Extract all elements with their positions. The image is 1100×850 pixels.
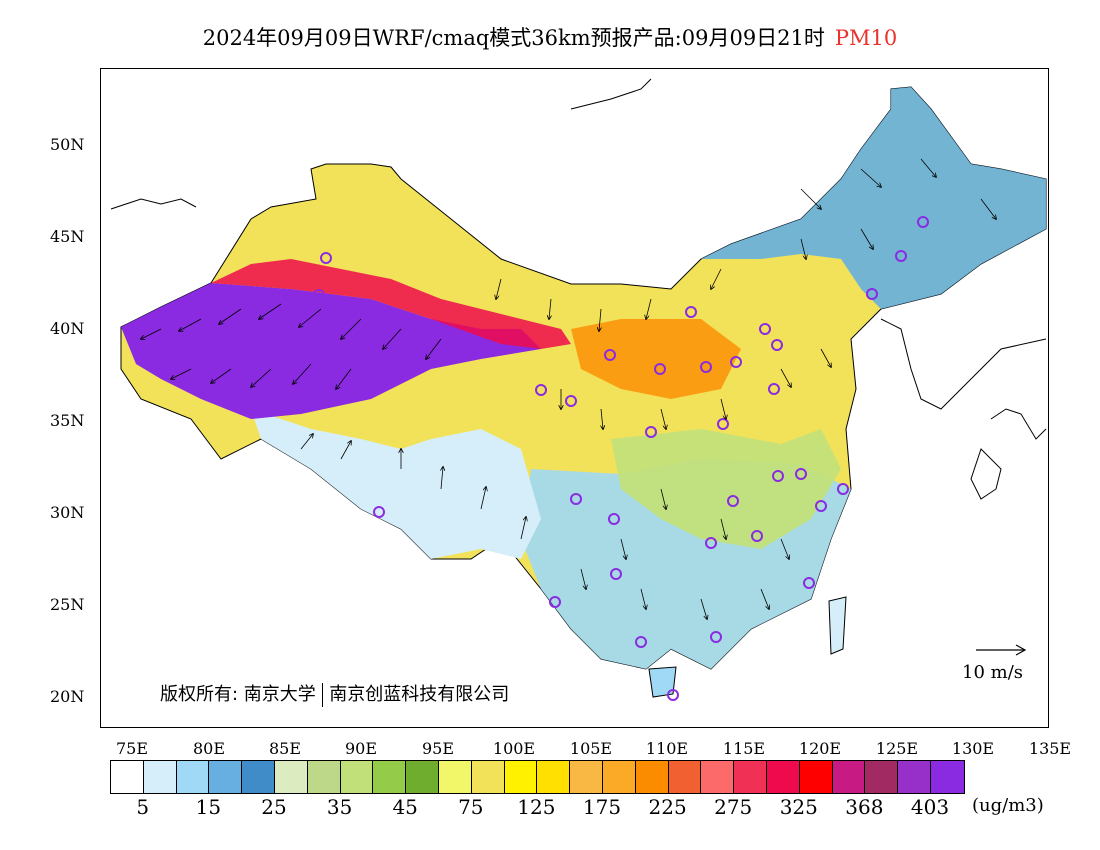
colorbar-cell bbox=[832, 761, 866, 793]
y-tick-30n: 30N bbox=[50, 503, 85, 522]
colorbar-cell bbox=[340, 761, 374, 793]
colorbar-cell bbox=[143, 761, 177, 793]
north-china-hotspot bbox=[571, 319, 741, 399]
colorbar-cell bbox=[438, 761, 472, 793]
x-tick-125e: 125E bbox=[875, 739, 919, 758]
colorbar-cell bbox=[111, 761, 144, 793]
colorbar-cell bbox=[766, 761, 800, 793]
copyright-notice: 版权所有: 南京大学 南京创蓝科技有限公司 bbox=[160, 680, 509, 707]
colorbar-label: 5 bbox=[136, 795, 150, 819]
x-tick-90e: 90E bbox=[344, 739, 378, 758]
colorbar-cell bbox=[406, 761, 439, 793]
colorbar-label: 275 bbox=[714, 795, 753, 819]
colorbar-cell bbox=[799, 761, 833, 793]
colorbar-cell bbox=[176, 761, 210, 793]
y-tick-25n: 25N bbox=[50, 595, 85, 614]
y-tick-35n: 35N bbox=[50, 411, 85, 430]
wind-reference: 10 m/s bbox=[962, 640, 1042, 683]
colorbar bbox=[110, 760, 965, 794]
colorbar-cell bbox=[537, 761, 571, 793]
colorbar-cell bbox=[209, 761, 243, 793]
taklimakan-dust-core bbox=[121, 283, 541, 419]
x-tick-100e: 100E bbox=[492, 739, 536, 758]
y-tick-40n: 40N bbox=[50, 319, 85, 338]
title-product: PM10 bbox=[834, 26, 898, 50]
wind-reference-arrow-icon bbox=[976, 644, 1027, 656]
tibet-clean-zone bbox=[251, 409, 541, 559]
x-tick-110e: 110E bbox=[645, 739, 689, 758]
colorbar-cell bbox=[865, 761, 899, 793]
x-tick-95e: 95E bbox=[421, 739, 455, 758]
dust-edge-band bbox=[211, 259, 571, 349]
map-frame bbox=[100, 68, 1049, 728]
colorbar-label: 35 bbox=[326, 795, 353, 819]
colorbar-label: 175 bbox=[582, 795, 622, 819]
colorbar-cell bbox=[668, 761, 702, 793]
colorbar-cell bbox=[635, 761, 669, 793]
colorbar-unit: (ug/m3) bbox=[972, 795, 1044, 816]
colorbar-label: 75 bbox=[458, 795, 484, 819]
x-tick-105e: 105E bbox=[569, 739, 613, 758]
wind-reference-label: 10 m/s bbox=[962, 662, 1023, 683]
china-pm10-field bbox=[120, 86, 1047, 698]
colorbar-cell bbox=[307, 761, 341, 793]
colorbar-cell bbox=[930, 761, 964, 793]
northeast-clean-zone bbox=[701, 87, 1046, 309]
colorbar-cell bbox=[471, 761, 505, 793]
x-tick-130e: 130E bbox=[951, 739, 995, 758]
colorbar-label: 325 bbox=[779, 795, 818, 819]
coastline-outlines bbox=[110, 78, 1047, 500]
station-markers bbox=[313, 216, 929, 701]
x-tick-80e: 80E bbox=[192, 739, 226, 758]
copyright-owner: 版权所有: 南京大学 bbox=[160, 684, 316, 705]
colorbar-cell bbox=[274, 761, 308, 793]
y-tick-45n: 45N bbox=[50, 227, 85, 246]
central-green-zone bbox=[611, 429, 841, 549]
y-tick-50n: 50N bbox=[50, 135, 85, 154]
hainan-island bbox=[648, 666, 677, 698]
x-tick-115e: 115E bbox=[722, 739, 766, 758]
x-tick-75e: 75E bbox=[115, 739, 149, 758]
copyright-company: 南京创蓝科技有限公司 bbox=[329, 684, 510, 705]
colorbar-cell bbox=[242, 761, 275, 793]
colorbar-cell bbox=[734, 761, 767, 793]
colorbar-label: 368 bbox=[845, 795, 884, 819]
map-title: 2024年09月09日WRF/cmaq模式36km预报产品:09月09日21时 P… bbox=[0, 22, 1100, 52]
x-tick-85e: 85E bbox=[268, 739, 302, 758]
colorbar-cell bbox=[504, 761, 538, 793]
colorbar-cell bbox=[373, 761, 407, 793]
colorbar-cell bbox=[602, 761, 636, 793]
colorbar-cell bbox=[898, 761, 931, 793]
colorbar-cell bbox=[570, 761, 603, 793]
title-main: 2024年09月09日WRF/cmaq模式36km预报产品:09月09日21时 bbox=[202, 26, 825, 50]
x-tick-120e: 120E bbox=[798, 739, 842, 758]
pm10-map bbox=[110, 78, 1047, 701]
colorbar-label: 225 bbox=[648, 795, 687, 819]
colorbar-label: 15 bbox=[195, 795, 222, 819]
copyright-divider bbox=[321, 683, 324, 707]
colorbar-cell bbox=[701, 761, 735, 793]
x-tick-135e: 135E bbox=[1028, 739, 1072, 758]
colorbar-label: 125 bbox=[517, 795, 556, 819]
colorbar-label: 25 bbox=[261, 795, 287, 819]
colorbar-label: 403 bbox=[910, 795, 950, 819]
wind-vectors bbox=[141, 158, 996, 619]
taiwan-island bbox=[828, 596, 847, 655]
colorbar-label: 45 bbox=[392, 795, 418, 819]
y-tick-20n: 20N bbox=[50, 687, 85, 706]
